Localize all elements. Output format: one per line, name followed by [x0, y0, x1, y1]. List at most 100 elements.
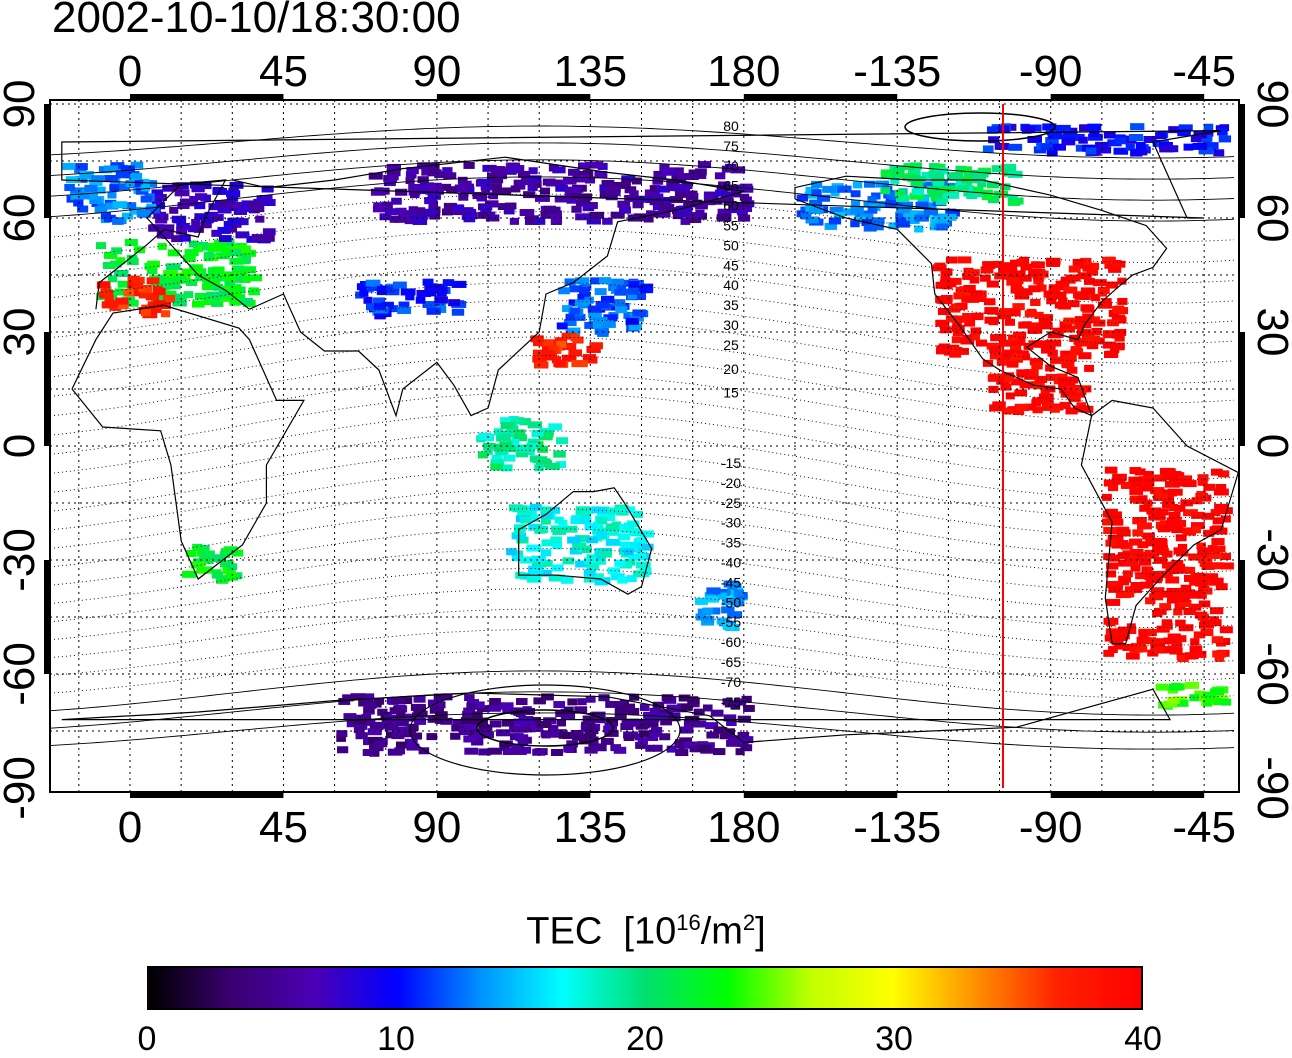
tec-cell [1014, 292, 1030, 300]
tec-cell [977, 180, 987, 188]
tec-cell [184, 249, 199, 257]
tec-cell [606, 185, 621, 193]
tec-cell [1178, 124, 1193, 132]
tec-cell [1058, 377, 1069, 385]
tec-cell [717, 208, 732, 216]
tec-cell [540, 187, 551, 195]
tec-cell [636, 285, 647, 293]
tec-cell [1144, 479, 1155, 487]
tec-cell [228, 291, 242, 299]
tec-cell [176, 227, 188, 235]
contour-label: 65 [723, 178, 739, 194]
tec-cell [896, 195, 910, 203]
tec-cell [620, 541, 631, 549]
tec-cell [1148, 576, 1163, 584]
tec-cell [1210, 577, 1224, 585]
tec-cell [614, 705, 626, 713]
tec-cell [1105, 539, 1120, 547]
tec-cell [605, 700, 620, 708]
tec-cell [532, 748, 546, 756]
frame-bar [44, 560, 49, 674]
tec-cell [127, 275, 140, 283]
tec-cell [182, 570, 197, 578]
tec-cell [946, 209, 960, 217]
tec-cell [1046, 149, 1058, 157]
tec-cell [685, 193, 699, 201]
tec-cell [109, 260, 122, 268]
tec-cell [499, 441, 513, 449]
tec-cell [600, 737, 614, 745]
tec-cell [228, 249, 242, 257]
tec-cell [441, 208, 453, 216]
tec-region [1155, 681, 1232, 710]
tec-cell [1156, 539, 1168, 547]
tec-cell [1209, 607, 1224, 615]
contour-line [49, 355, 1235, 423]
tec-cell [577, 360, 588, 368]
tec-cell [914, 225, 924, 233]
tec-cell [562, 557, 575, 565]
tec-cell [1184, 566, 1196, 574]
tec-cell [89, 197, 102, 205]
tec-cell [515, 450, 529, 458]
frame-bar [743, 94, 898, 99]
tec-cell [1014, 337, 1026, 345]
tec-cell [582, 354, 597, 362]
tec-cell [578, 175, 590, 183]
tec-cell [200, 221, 212, 229]
tec-cell [140, 309, 152, 317]
tec-cell [541, 693, 554, 701]
frame-bar [44, 104, 49, 218]
tec-cell [616, 285, 627, 293]
tec-cell [632, 293, 647, 301]
contour-label: 40 [723, 277, 739, 293]
tec-cell [692, 720, 707, 728]
tec-cell [529, 503, 542, 511]
tec-cell [1129, 487, 1144, 495]
tec-cell [531, 430, 544, 438]
tec-cell [1138, 558, 1152, 566]
tec-cell [550, 536, 562, 544]
tec-cell [486, 172, 501, 180]
tec-cell [417, 176, 429, 184]
tec-cell [1061, 361, 1074, 369]
tec-cell [1032, 397, 1047, 405]
tec-cell [1197, 478, 1208, 486]
contour-line [49, 228, 1235, 284]
tec-cell [464, 694, 475, 702]
tec-cell [156, 274, 168, 282]
tec-cell [505, 162, 518, 170]
tec-cell [660, 718, 672, 726]
tec-cell [114, 288, 125, 296]
tec-cell [944, 191, 960, 199]
tec-cell [160, 227, 170, 235]
tec-cell [695, 209, 705, 217]
tec-cell [240, 275, 251, 283]
tec-cell [1059, 386, 1071, 394]
tec-cell [166, 263, 181, 271]
tec-cell [1162, 472, 1176, 480]
tec-cell [194, 202, 206, 210]
tec-cell [1075, 144, 1088, 152]
tec-cell [1045, 257, 1061, 265]
tec-cell [540, 339, 554, 347]
tec-cell [962, 312, 972, 320]
frame-bar [436, 793, 591, 798]
tec-cell [568, 299, 579, 307]
tec-cell [574, 706, 588, 714]
tec-cell [939, 326, 952, 334]
contour-line [49, 176, 1235, 222]
tec-cell [1198, 147, 1213, 155]
contour-label: 75 [723, 138, 739, 154]
tec-region [355, 278, 467, 320]
tec-cell [376, 285, 387, 293]
tec-cell [84, 184, 98, 192]
tec-cell [994, 142, 1010, 150]
tec-cell [930, 163, 946, 171]
tec-cell [907, 174, 921, 182]
tec-cell [1125, 558, 1139, 566]
tec-cell [241, 256, 251, 264]
tec-cell [991, 165, 1007, 173]
tec-cell [635, 561, 651, 569]
tec-cell [1143, 637, 1157, 645]
